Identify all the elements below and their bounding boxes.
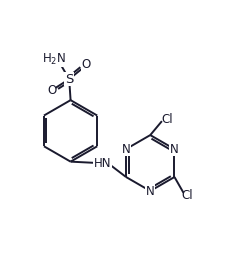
Text: N: N [145, 184, 154, 198]
Text: Cl: Cl [180, 189, 192, 202]
Text: O: O [47, 84, 56, 97]
Text: Cl: Cl [161, 113, 172, 126]
Text: N: N [121, 142, 130, 156]
Text: S: S [65, 73, 73, 86]
Text: H$_2$N: H$_2$N [42, 52, 66, 67]
Text: N: N [169, 142, 178, 156]
Text: HN: HN [93, 156, 111, 170]
Text: O: O [81, 59, 90, 71]
